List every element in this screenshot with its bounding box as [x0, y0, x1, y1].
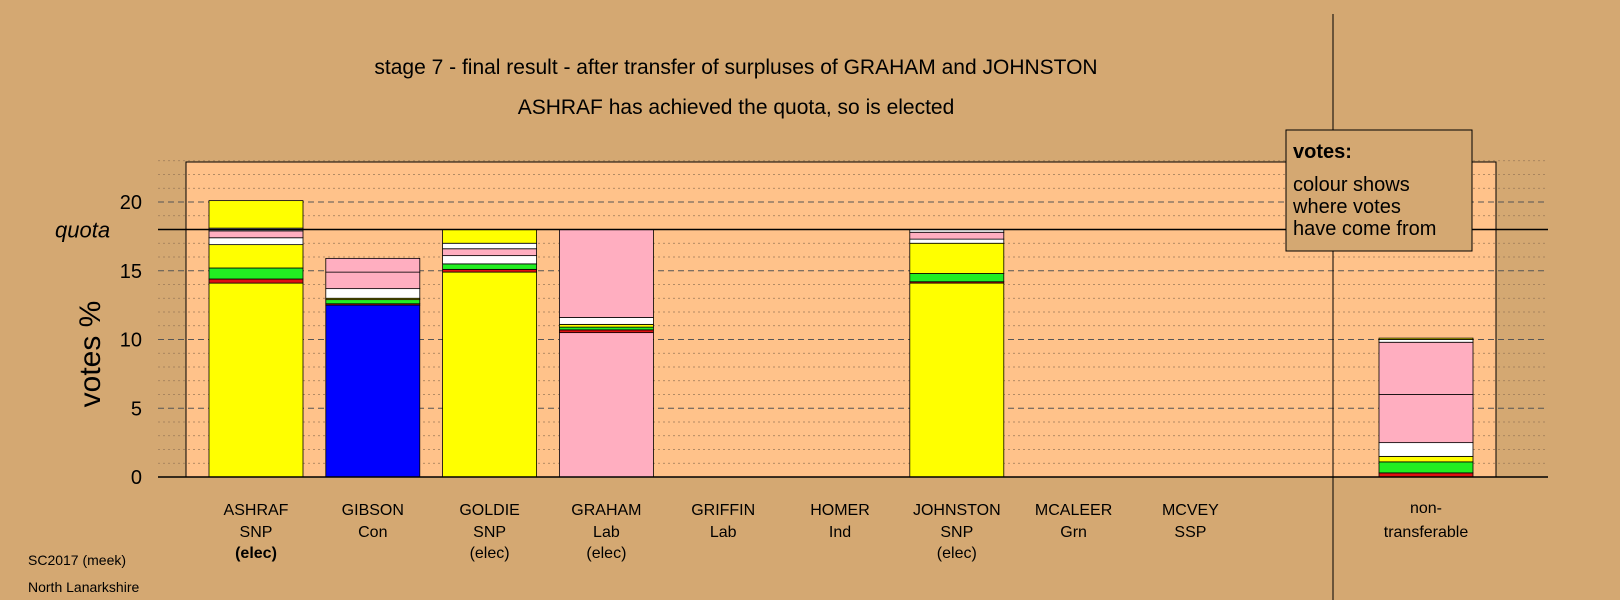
- bar-segment-graham: [559, 323, 654, 328]
- bar-segment-goldie: [442, 268, 538, 273]
- bar-segment-goldie: [442, 242, 538, 250]
- bar-segment-graham: [559, 326, 654, 331]
- candidate-status: (elec): [586, 545, 626, 562]
- bar-segment-ashraf: [208, 282, 304, 478]
- legend-box: [1285, 129, 1473, 252]
- y-tick-labels: 0 5 10 15 20: [120, 192, 142, 489]
- bar-segment-gibson: [325, 257, 421, 273]
- bar-segment-gibson: [325, 288, 421, 299]
- bar-segment-goldie: [442, 271, 538, 478]
- candidate-status: (elec): [937, 545, 977, 562]
- bar-segment-nontransferable: [1378, 461, 1474, 474]
- nontransferable-label-1: non-: [1410, 500, 1442, 517]
- bar-segment-nontransferable: [1378, 455, 1474, 463]
- candidate-name: GOLDIE: [459, 502, 519, 519]
- bar-segment-johnston: [909, 273, 1005, 283]
- y-tick-label: 0: [131, 467, 142, 489]
- y-axis-label: votes %: [74, 301, 107, 408]
- candidate-name: MCALEER: [1035, 502, 1112, 519]
- legend-line-2: where votes: [1292, 196, 1401, 218]
- candidate-name: HOMER: [810, 502, 870, 519]
- candidate-name: GRAHAM: [571, 502, 641, 519]
- bar-segment-johnston: [909, 242, 1005, 274]
- quota-label: quota: [55, 218, 110, 243]
- bar-segment-ashraf: [208, 267, 304, 280]
- bar-segment-ashraf: [208, 244, 304, 269]
- candidate-labels: ASHRAF SNP (elec) GIBSON Con GOLDIE SNP (elec) G…: [224, 500, 1469, 562]
- bar-segment-graham: [559, 332, 654, 478]
- candidate-name: GRIFFIN: [691, 502, 755, 519]
- bar-segment-gibson: [325, 271, 421, 290]
- y-tick-label: 20: [120, 192, 142, 214]
- bar-segment-johnston: [909, 231, 1005, 240]
- bar-segment-johnston: [909, 282, 1005, 478]
- bar-segment-goldie: [442, 255, 538, 265]
- bar-segment-graham: [559, 229, 654, 318]
- y-tick-label: 15: [120, 261, 142, 283]
- bar-segment-graham: [559, 317, 654, 325]
- bar-segment-nontransferable: [1378, 337, 1474, 340]
- footer-area: North Lanarkshire: [28, 579, 139, 595]
- footer-source: SC2017 (meek): [28, 552, 126, 568]
- bar-segment-nontransferable: [1378, 442, 1474, 457]
- chart-title: stage 7 - final result - after transfer …: [374, 56, 1097, 79]
- bar-segment-gibson: [325, 299, 421, 305]
- bar-segment-graham: [559, 329, 654, 334]
- candidate-party: Grn: [1060, 524, 1087, 541]
- y-tick-label: 10: [120, 330, 142, 352]
- candidate-party: Lab: [593, 524, 620, 541]
- bar-segment-goldie: [442, 229, 538, 244]
- candidate-name: GIBSON: [342, 502, 404, 519]
- candidate-party: SNP: [940, 524, 973, 541]
- bar-segment-johnston: [909, 238, 1005, 244]
- candidate-party: Con: [358, 524, 387, 541]
- bar-segment-ashraf: [208, 200, 304, 229]
- candidate-party: Ind: [829, 524, 851, 541]
- legend: votes: colour shows where votes have com…: [1285, 129, 1473, 252]
- nontransferable-label-2: transferable: [1384, 524, 1469, 541]
- bar-segment-ashraf: [208, 278, 304, 284]
- chart-subtitle: ASHRAF has achieved the quota, so is ele…: [518, 96, 955, 119]
- candidate-party: SSP: [1174, 524, 1206, 541]
- bar-segment-ashraf: [208, 230, 304, 239]
- bar-segment-goldie: [442, 263, 538, 270]
- candidate-party: SNP: [240, 524, 273, 541]
- candidate-party: SNP: [473, 524, 506, 541]
- legend-title: votes:: [1293, 141, 1352, 163]
- bars: [208, 200, 1474, 478]
- bar-segment-nontransferable: [1378, 341, 1474, 395]
- legend-line-1: colour shows: [1293, 174, 1410, 196]
- bar-segment-goldie: [442, 248, 538, 257]
- bar-segment-gibson: [325, 304, 421, 478]
- candidate-name: ASHRAF: [224, 502, 289, 519]
- candidate-status: (elec): [470, 545, 510, 562]
- candidate-name: JOHNSTON: [913, 502, 1001, 519]
- bar-segment-ashraf: [208, 237, 304, 246]
- candidate-status: (elec): [235, 545, 277, 562]
- bar-segment-nontransferable: [1378, 394, 1474, 444]
- legend-line-3: have come from: [1293, 218, 1436, 240]
- y-tick-label: 5: [131, 398, 142, 420]
- candidate-name: MCVEY: [1162, 502, 1219, 519]
- candidate-party: Lab: [710, 524, 737, 541]
- bar-segment-nontransferable: [1378, 339, 1474, 343]
